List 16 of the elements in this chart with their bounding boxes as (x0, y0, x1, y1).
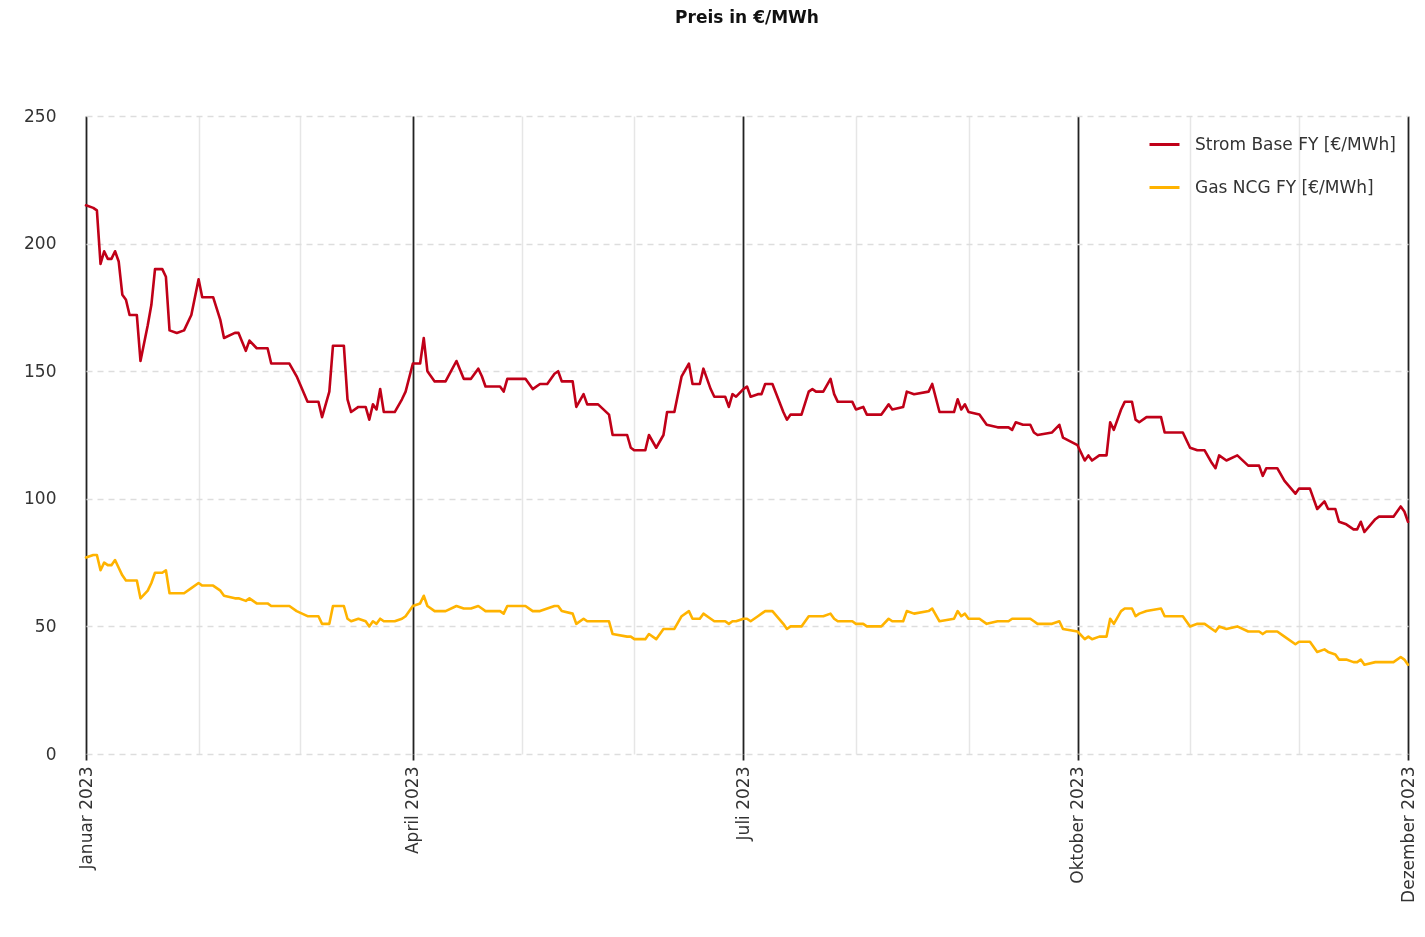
line-series (84, 553, 1410, 666)
y-tick-label: 150 (24, 360, 57, 381)
x-tick-label: Oktober 2023 (1067, 766, 1087, 884)
legend-label: Gas NCG FY [€/MWh] (1195, 176, 1374, 197)
line-series (84, 204, 1410, 534)
y-tick-label: 250 (24, 105, 57, 126)
x-tick-label: Juli 2023 (732, 766, 753, 842)
x-tick-label: Januar 2023 (75, 766, 96, 871)
y-tick-label: 0 (45, 743, 57, 764)
y-tick-label: 200 (24, 233, 57, 254)
chart-title: Preis in €/MWh (675, 7, 819, 27)
x-tick-label: Dezember 2023 (1397, 766, 1418, 903)
y-tick-label: 50 (34, 615, 57, 636)
x-tick-label: April 2023 (402, 766, 423, 855)
y-tick-label: 100 (24, 488, 57, 509)
legend-label: Strom Base FY [€/MWh] (1195, 133, 1396, 154)
